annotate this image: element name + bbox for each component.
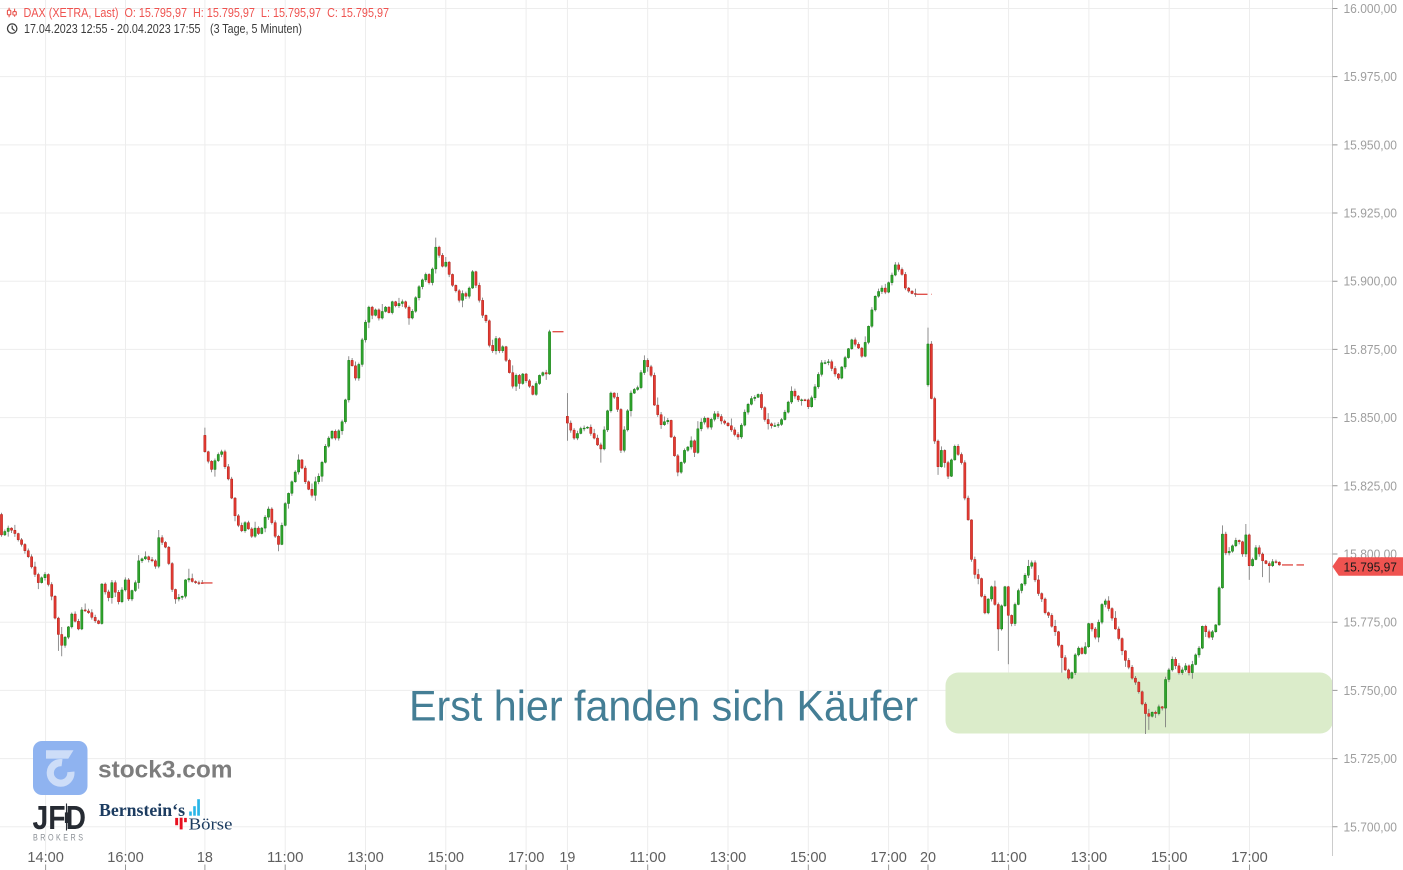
svg-text:17:00: 17:00: [1231, 849, 1268, 866]
svg-text:11:00: 11:00: [267, 849, 304, 866]
svg-text:15:00: 15:00: [428, 849, 465, 866]
svg-text:Börse: Börse: [189, 815, 233, 834]
svg-text:(3 Tage, 5 Minuten): (3 Tage, 5 Minuten): [210, 21, 302, 36]
svg-text:15.775,00: 15.775,00: [1344, 615, 1398, 630]
svg-text:15.795,97: 15.795,97: [1344, 559, 1398, 574]
svg-text:BROKERS: BROKERS: [33, 833, 86, 843]
svg-text:15.875,00: 15.875,00: [1344, 342, 1398, 357]
svg-text:stock3.com: stock3.com: [98, 757, 233, 784]
svg-text:15.700,00: 15.700,00: [1344, 819, 1398, 834]
svg-text:15.825,00: 15.825,00: [1344, 478, 1398, 493]
svg-text:16:00: 16:00: [107, 849, 144, 866]
svg-text:15.725,00: 15.725,00: [1344, 751, 1398, 766]
svg-text:11:00: 11:00: [990, 849, 1027, 866]
svg-text:16.000,00: 16.000,00: [1344, 1, 1398, 16]
svg-text:15:00: 15:00: [790, 849, 827, 866]
svg-text:DAX (XETRA, Last) O: 15.795,9: DAX (XETRA, Last) O: 15.795,97 H: 15.795…: [24, 5, 390, 20]
svg-text:15.750,00: 15.750,00: [1344, 683, 1398, 698]
svg-text:11:00: 11:00: [629, 849, 666, 866]
svg-text:18: 18: [197, 849, 213, 866]
svg-text:13:00: 13:00: [1071, 849, 1108, 866]
svg-text:13:00: 13:00: [710, 849, 747, 866]
svg-text:17:00: 17:00: [870, 849, 907, 866]
svg-text:15.925,00: 15.925,00: [1344, 206, 1398, 221]
svg-text:JFD: JFD: [33, 799, 87, 836]
svg-text:17:00: 17:00: [508, 849, 545, 866]
svg-text:Bernstein‘s: Bernstein‘s: [99, 800, 185, 820]
svg-text:19: 19: [559, 849, 575, 866]
svg-text:15.975,00: 15.975,00: [1344, 69, 1398, 84]
svg-text:15.900,00: 15.900,00: [1344, 274, 1398, 289]
svg-text:Erst hier fanden sich Käufer: Erst hier fanden sich Käufer: [409, 683, 918, 731]
svg-text:15:00: 15:00: [1151, 849, 1188, 866]
svg-text:15.950,00: 15.950,00: [1344, 137, 1398, 152]
svg-text:20: 20: [920, 849, 936, 866]
svg-text:13:00: 13:00: [347, 849, 384, 866]
svg-text:14:00: 14:00: [27, 849, 64, 866]
svg-text:15.850,00: 15.850,00: [1344, 410, 1398, 425]
svg-text:17.04.2023 12:55 - 20.04.2023: 17.04.2023 12:55 - 20.04.2023 17:55: [24, 21, 201, 36]
